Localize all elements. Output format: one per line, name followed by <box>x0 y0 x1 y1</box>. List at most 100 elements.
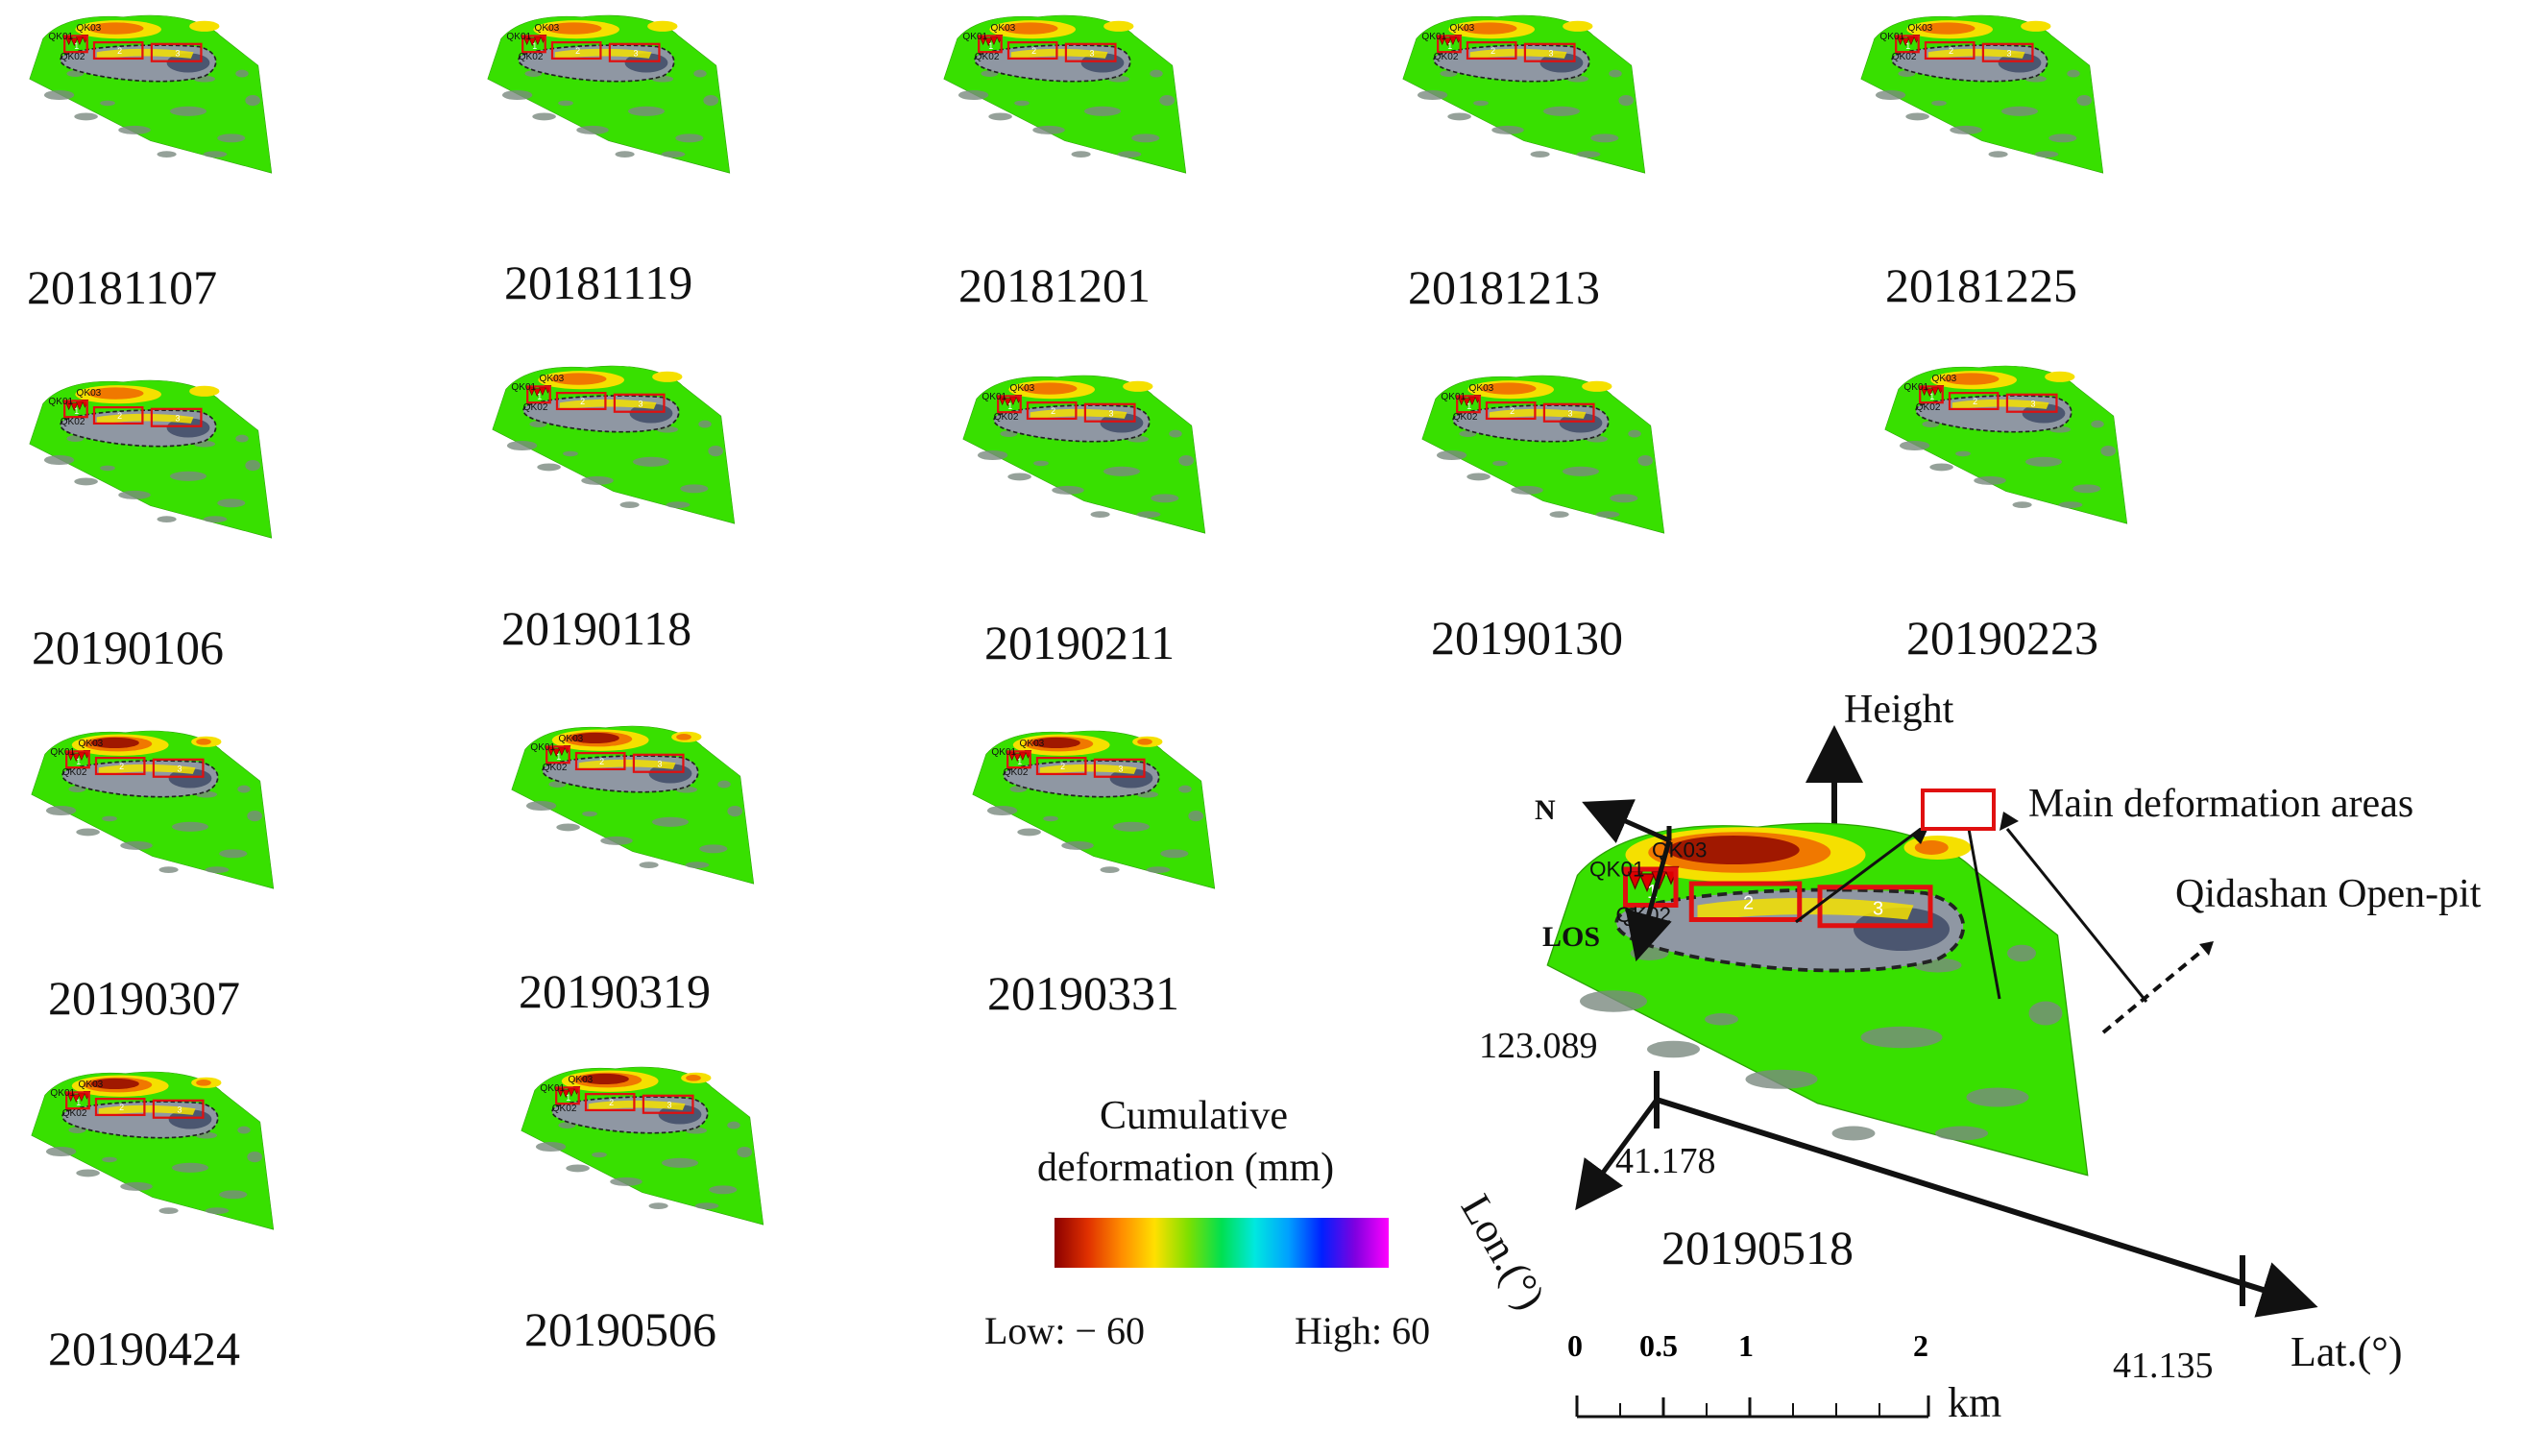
area-2-frame <box>94 1098 146 1117</box>
panel-date: 20190130 <box>1431 611 1623 665</box>
patch <box>158 866 179 873</box>
qk03-label: QK03 <box>569 1075 594 1085</box>
qk02-label: QK02 <box>62 1108 87 1119</box>
patch <box>558 100 573 107</box>
monitoring-point-marker <box>72 753 81 763</box>
area-1-label: 1 <box>1647 882 1658 903</box>
area-1-label: 1 <box>74 41 79 51</box>
area-2-frame <box>1035 757 1087 776</box>
patch <box>219 849 248 859</box>
area-1-frame <box>63 35 88 54</box>
pit-shadow <box>1998 53 2042 73</box>
scale-unit: km <box>1948 1379 2002 1426</box>
area-1-frame <box>526 385 551 404</box>
panel-date: 20190106 <box>32 620 224 674</box>
patch <box>76 1169 100 1177</box>
patch <box>100 465 115 472</box>
patch <box>2024 456 2063 467</box>
panel-date: 20190307 <box>48 971 240 1025</box>
qk02-label: QK02 <box>1916 402 1941 413</box>
patch <box>1178 785 1192 793</box>
monitoring-point-marker <box>556 1088 565 1098</box>
area-1-frame <box>1456 395 1481 414</box>
area-3-frame <box>1817 885 1933 929</box>
deformation-band <box>1489 408 1587 421</box>
patch <box>217 133 246 143</box>
patch <box>1061 840 1094 850</box>
monitoring-point-marker <box>558 747 566 757</box>
patch <box>245 95 261 107</box>
area-2-label: 2 <box>599 757 604 766</box>
qk03-label: QK03 <box>535 23 560 34</box>
area-1-frame <box>1006 750 1031 769</box>
deformation-band <box>1927 48 2025 61</box>
los-label: LOS <box>1542 921 1601 953</box>
monitoring-point-marker <box>1926 388 1934 398</box>
patch <box>100 100 115 107</box>
lon-axis <box>1575 1098 1660 1211</box>
monitoring-point-marker <box>562 1089 570 1099</box>
patch <box>639 861 659 868</box>
deformation-zone <box>1919 22 1975 35</box>
patch <box>1966 1087 2029 1107</box>
pointer-arrow-1 <box>1795 827 1922 924</box>
qk02-label: QK02 <box>1434 52 1459 62</box>
patch <box>537 463 561 472</box>
pit-shadow <box>2022 403 2066 424</box>
qk02-label: QK02 <box>1616 903 1672 927</box>
monitoring-point-marker <box>552 748 561 758</box>
qk01-label: QK01 <box>962 32 987 42</box>
panel-11: QK01 QK02 QK03 1 2 3 20190307 <box>29 730 471 1037</box>
qk03-label: QK03 <box>1652 838 1708 862</box>
patch <box>1931 100 1947 107</box>
patch <box>727 806 743 817</box>
monitoring-point-marker <box>66 752 75 762</box>
patch <box>2028 1001 2063 1026</box>
patch <box>737 1147 753 1158</box>
patch <box>709 1185 738 1195</box>
area-3-label: 3 <box>1090 49 1095 59</box>
patch <box>1628 429 1641 438</box>
patch <box>566 1164 590 1173</box>
area-3-label: 3 <box>1549 49 1554 59</box>
deformation-map: QK01 QK02 QK03 1 2 3 <box>29 14 273 174</box>
patch <box>120 1181 153 1191</box>
legend-title-line1: Cumulative <box>1100 1094 1288 1138</box>
patch <box>2034 151 2059 158</box>
area-2-label: 2 <box>117 46 122 56</box>
deformation-zone <box>550 373 607 385</box>
patch <box>535 1141 567 1153</box>
panel-date: 20190506 <box>524 1302 716 1356</box>
lat-end-value: 41.135 <box>2113 1346 2214 1386</box>
area-2-label: 2 <box>1743 892 1754 913</box>
deformation-band <box>559 399 657 411</box>
lat-axis <box>1656 1097 2318 1318</box>
area-2-frame <box>92 406 144 425</box>
patch <box>45 805 77 816</box>
main-areas-label: Main deformation areas <box>2028 782 2414 826</box>
patch <box>2058 501 2083 508</box>
area-3-label: 3 <box>178 764 182 774</box>
area-3-frame <box>608 42 661 62</box>
patch <box>506 440 538 451</box>
deformation-zone <box>87 22 144 35</box>
qk03-label: QK03 <box>1020 739 1045 749</box>
patch <box>1083 106 1122 116</box>
area-2-label: 2 <box>1051 406 1055 416</box>
patch <box>1935 1126 1988 1141</box>
monitoring-point-marker <box>78 1093 85 1103</box>
area-1-label: 1 <box>76 1098 81 1107</box>
area-1-label: 1 <box>566 1093 570 1103</box>
deformation-zone <box>1103 20 1134 32</box>
deformation-band <box>1030 408 1127 421</box>
patch <box>1436 449 1467 461</box>
patch <box>171 821 209 832</box>
qk01-label: QK01 <box>506 32 531 42</box>
patch <box>1100 866 1120 873</box>
lat-start-value: 41.178 <box>1615 1141 1716 1181</box>
monitoring-point-marker <box>72 1094 81 1104</box>
monitoring-point-marker <box>1004 398 1012 407</box>
area-3-frame <box>642 1094 694 1114</box>
deformation-zone <box>580 1073 629 1085</box>
patch <box>157 516 177 522</box>
